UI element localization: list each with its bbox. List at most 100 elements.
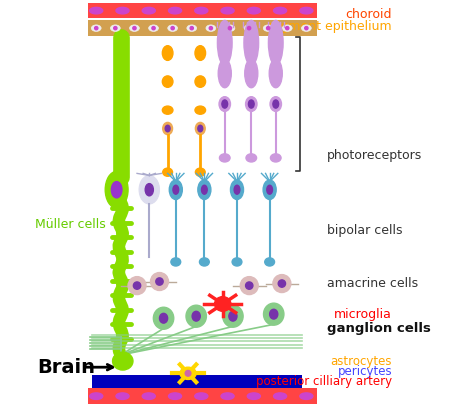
Ellipse shape	[195, 393, 208, 399]
Ellipse shape	[116, 7, 129, 14]
Ellipse shape	[201, 185, 207, 194]
Ellipse shape	[223, 305, 243, 327]
Ellipse shape	[221, 393, 234, 399]
Text: pigment epithelium: pigment epithelium	[269, 20, 392, 33]
Ellipse shape	[215, 297, 231, 311]
Ellipse shape	[245, 59, 258, 88]
Ellipse shape	[169, 7, 182, 14]
Ellipse shape	[142, 7, 155, 14]
Ellipse shape	[230, 180, 244, 200]
Ellipse shape	[221, 7, 234, 14]
Ellipse shape	[265, 258, 274, 266]
Ellipse shape	[198, 125, 203, 132]
Ellipse shape	[200, 258, 209, 266]
Bar	[88, 388, 317, 404]
Ellipse shape	[263, 25, 273, 31]
Ellipse shape	[169, 393, 182, 399]
Ellipse shape	[244, 20, 259, 65]
Ellipse shape	[273, 7, 287, 14]
Ellipse shape	[162, 76, 173, 87]
Ellipse shape	[305, 27, 308, 30]
Ellipse shape	[219, 97, 230, 111]
Ellipse shape	[111, 182, 122, 198]
Ellipse shape	[198, 180, 211, 200]
Ellipse shape	[247, 7, 260, 14]
Ellipse shape	[90, 7, 103, 14]
Ellipse shape	[195, 76, 206, 87]
Ellipse shape	[186, 305, 206, 327]
Ellipse shape	[232, 258, 242, 266]
Ellipse shape	[133, 282, 141, 289]
Ellipse shape	[218, 59, 231, 88]
Ellipse shape	[114, 27, 117, 30]
Ellipse shape	[268, 20, 283, 65]
Ellipse shape	[180, 367, 196, 379]
Text: photoreceptors: photoreceptors	[327, 149, 422, 162]
Ellipse shape	[271, 154, 281, 162]
Ellipse shape	[169, 180, 182, 200]
Ellipse shape	[163, 122, 173, 135]
Ellipse shape	[91, 25, 101, 31]
Ellipse shape	[300, 393, 313, 399]
Ellipse shape	[273, 275, 291, 293]
Ellipse shape	[301, 25, 311, 31]
Ellipse shape	[192, 311, 201, 321]
Ellipse shape	[234, 185, 240, 194]
Ellipse shape	[162, 106, 173, 114]
Ellipse shape	[162, 46, 173, 60]
Ellipse shape	[247, 27, 251, 30]
Ellipse shape	[112, 352, 133, 370]
Ellipse shape	[168, 25, 178, 31]
Text: ganglion cells: ganglion cells	[327, 322, 431, 335]
Ellipse shape	[195, 168, 205, 176]
Ellipse shape	[190, 27, 193, 30]
Ellipse shape	[218, 20, 232, 65]
Ellipse shape	[248, 100, 254, 108]
Bar	[88, 20, 317, 36]
Ellipse shape	[90, 393, 103, 399]
Text: astrocytes: astrocytes	[330, 355, 392, 368]
Ellipse shape	[206, 25, 216, 31]
Ellipse shape	[246, 282, 253, 289]
Text: posterior cilliary artery: posterior cilliary artery	[256, 375, 392, 388]
Ellipse shape	[278, 280, 285, 287]
Ellipse shape	[116, 393, 129, 399]
Ellipse shape	[209, 27, 212, 30]
Ellipse shape	[269, 59, 283, 88]
Ellipse shape	[149, 25, 158, 31]
Ellipse shape	[286, 27, 289, 30]
Ellipse shape	[246, 97, 257, 111]
Ellipse shape	[185, 370, 191, 376]
Ellipse shape	[171, 258, 181, 266]
Ellipse shape	[163, 168, 173, 176]
Ellipse shape	[159, 313, 168, 323]
Ellipse shape	[129, 25, 139, 31]
Ellipse shape	[128, 277, 146, 295]
Ellipse shape	[165, 125, 170, 132]
Ellipse shape	[270, 97, 282, 111]
Ellipse shape	[273, 100, 279, 108]
Ellipse shape	[267, 185, 273, 194]
Ellipse shape	[154, 307, 174, 329]
Text: bipolar cells: bipolar cells	[327, 224, 402, 237]
Ellipse shape	[95, 27, 98, 30]
Ellipse shape	[142, 393, 155, 399]
Text: Brain: Brain	[37, 358, 95, 377]
Ellipse shape	[195, 106, 206, 114]
Ellipse shape	[283, 25, 292, 31]
Bar	[88, 3, 317, 18]
Ellipse shape	[240, 277, 258, 295]
Ellipse shape	[264, 303, 284, 325]
Ellipse shape	[171, 27, 174, 30]
Ellipse shape	[195, 46, 206, 60]
Ellipse shape	[219, 154, 230, 162]
Ellipse shape	[228, 27, 232, 30]
Text: amacrine cells: amacrine cells	[327, 277, 418, 290]
Ellipse shape	[145, 184, 154, 196]
Ellipse shape	[195, 7, 208, 14]
Ellipse shape	[266, 27, 270, 30]
Ellipse shape	[105, 171, 128, 208]
Ellipse shape	[247, 393, 260, 399]
Text: microglia: microglia	[334, 308, 392, 321]
Ellipse shape	[246, 154, 256, 162]
